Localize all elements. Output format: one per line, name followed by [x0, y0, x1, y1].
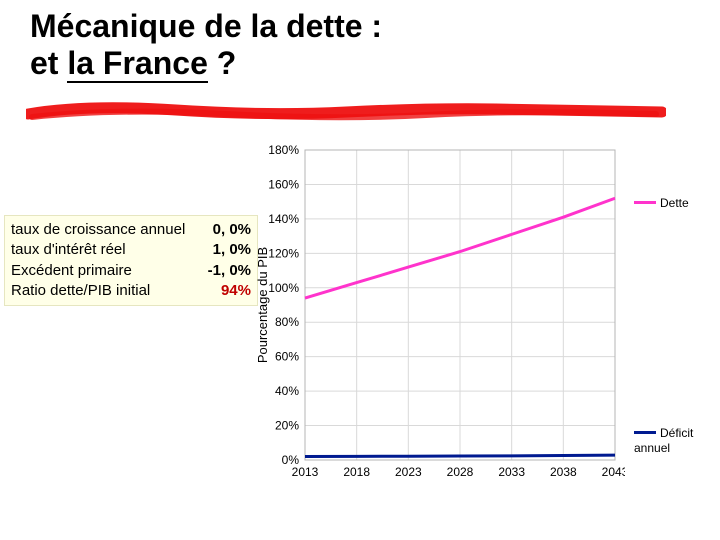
page-title: Mécanique de la dette : et la France ?	[30, 8, 690, 82]
svg-text:2013: 2013	[292, 465, 319, 479]
param-value-highlight: 94%	[213, 281, 251, 301]
svg-text:2033: 2033	[498, 465, 525, 479]
debt-chart: 0%20%40%60%80%100%120%140%160%180%201320…	[255, 142, 625, 502]
svg-text:40%: 40%	[275, 384, 299, 398]
svg-text:2023: 2023	[395, 465, 422, 479]
param-value: 1, 0%	[205, 240, 251, 260]
legend-dette: Dette	[634, 195, 720, 210]
svg-text:20%: 20%	[275, 419, 299, 433]
param-label: taux de croissance annuel	[11, 220, 205, 240]
legend-swatch-pink	[634, 201, 656, 204]
svg-text:100%: 100%	[268, 281, 299, 295]
param-label: taux d'intérêt réel	[11, 240, 205, 260]
legend-label: Déficit annuel	[634, 426, 693, 455]
svg-text:Pourcentage du PIB: Pourcentage du PIB	[255, 247, 270, 363]
svg-text:2018: 2018	[343, 465, 370, 479]
param-label: Excédent primaire	[11, 261, 200, 281]
red-brush-underline	[26, 100, 666, 124]
param-label: Ratio dette/PIB initial	[11, 281, 213, 301]
param-value: 0, 0%	[205, 220, 251, 240]
parameters-box: taux de croissance annuel 0, 0% taux d'i…	[4, 215, 258, 306]
svg-text:120%: 120%	[268, 246, 299, 260]
title-line2-post: ?	[208, 45, 236, 81]
legend-deficit: Déficit annuel	[634, 425, 720, 455]
svg-text:160%: 160%	[268, 177, 299, 191]
svg-text:2043: 2043	[602, 465, 625, 479]
svg-text:60%: 60%	[275, 350, 299, 364]
svg-text:80%: 80%	[275, 315, 299, 329]
param-row: taux de croissance annuel 0, 0%	[11, 220, 251, 240]
param-value: -1, 0%	[200, 261, 251, 281]
svg-text:2028: 2028	[447, 465, 474, 479]
param-row: Excédent primaire -1, 0%	[11, 261, 251, 281]
title-line2-underlined: la France	[67, 45, 208, 83]
legend-label: Dette	[660, 196, 689, 210]
svg-text:180%: 180%	[268, 143, 299, 157]
svg-text:2038: 2038	[550, 465, 577, 479]
svg-text:140%: 140%	[268, 212, 299, 226]
param-row: Ratio dette/PIB initial 94%	[11, 281, 251, 301]
title-line2-pre: et	[30, 45, 67, 81]
legend-swatch-blue	[634, 431, 656, 434]
param-row: taux d'intérêt réel 1, 0%	[11, 240, 251, 260]
title-line1: Mécanique de la dette :	[30, 8, 382, 44]
